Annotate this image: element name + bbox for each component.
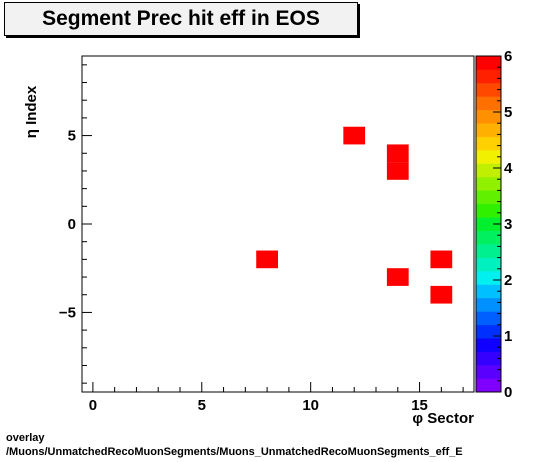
color-scale-label: 5 — [504, 104, 512, 121]
color-scale-label: 2 — [504, 272, 512, 289]
color-scale-step — [476, 56, 501, 70]
color-scale-step — [476, 136, 501, 151]
heatmap-cell — [343, 126, 366, 145]
color-scale-step — [476, 297, 501, 312]
color-scale-label: 3 — [504, 216, 512, 233]
x-tick-label: 5 — [198, 397, 206, 414]
x-axis: 0 5 10 15 — [89, 382, 464, 414]
heatmap-cell — [430, 250, 453, 269]
color-scale-step — [476, 365, 501, 379]
color-scale-label: 4 — [504, 160, 513, 177]
color-scale-step — [476, 217, 501, 232]
color-scale-step — [476, 190, 501, 205]
y-tick-label: 5 — [68, 128, 76, 145]
color-scale-step — [476, 82, 501, 97]
color-scale-step — [476, 176, 501, 191]
color-scale-step — [476, 284, 501, 299]
heatmap-cell — [256, 250, 278, 269]
y-axis-label: η Index — [23, 85, 40, 138]
x-tick-label: 10 — [302, 397, 319, 414]
plot-frame — [81, 55, 475, 393]
heatmap-cell — [386, 268, 409, 286]
color-scale-step — [476, 338, 501, 352]
chart-title-box: Segment Prec hit eff in EOS — [4, 2, 358, 36]
color-scale-step — [476, 69, 501, 84]
color-scale-label: 1 — [504, 328, 512, 345]
color-scale: 0 1 2 3 4 5 6 — [475, 48, 513, 401]
color-scale-step — [476, 150, 501, 164]
footer-path-label: /Muons/UnmatchedRecoMuonSegments/Muons_U… — [6, 446, 463, 458]
color-scale-step — [476, 271, 501, 285]
footer-overlay-label: overlay — [6, 432, 45, 444]
color-scale-step — [476, 351, 501, 366]
heatmap-cell — [386, 162, 409, 180]
color-scale-step — [476, 230, 501, 245]
y-axis: −5 0 5 — [59, 64, 92, 384]
color-scale-label: 0 — [504, 384, 512, 401]
color-scale-step — [476, 378, 501, 393]
color-scale-step — [476, 311, 501, 326]
color-scale-label: 6 — [504, 48, 512, 65]
color-scale-step — [476, 163, 501, 178]
color-scale-step — [476, 109, 501, 124]
color-scale-step — [476, 123, 501, 137]
color-scale-step — [476, 203, 501, 218]
y-tick-label: 0 — [68, 216, 76, 233]
color-scale-step — [476, 96, 501, 111]
chart-title: Segment Prec hit eff in EOS — [42, 7, 320, 30]
x-tick-label: 15 — [411, 397, 428, 414]
color-scale-step — [476, 324, 501, 339]
y-tick-label: −5 — [59, 304, 76, 321]
heatmap-cell — [386, 144, 409, 163]
x-axis-label: φ Sector — [412, 410, 474, 427]
heatmap-cell — [430, 285, 453, 304]
heatmap-cells — [256, 126, 453, 304]
color-scale-step — [476, 257, 501, 272]
color-scale-step — [476, 244, 501, 258]
x-tick-label: 0 — [89, 397, 97, 414]
